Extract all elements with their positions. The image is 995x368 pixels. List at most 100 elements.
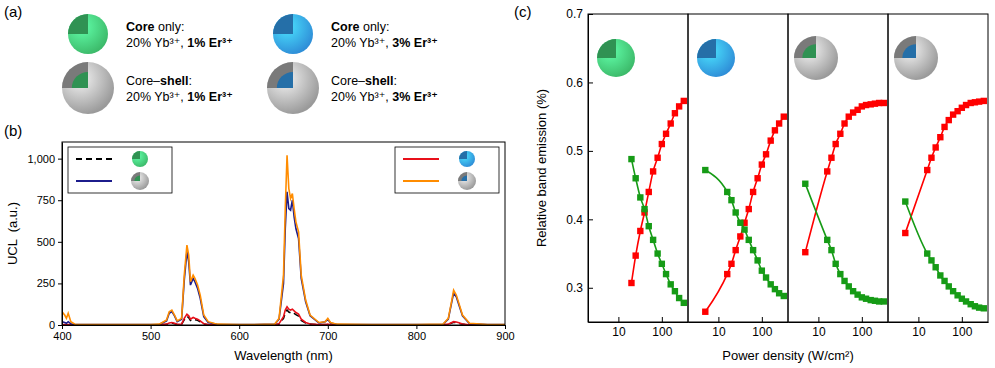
data-point xyxy=(946,117,952,123)
tick-label: 100 xyxy=(952,325,972,339)
data-point xyxy=(754,175,760,181)
tick-mark xyxy=(328,325,329,329)
tick-label: 10 xyxy=(912,325,926,339)
plot-frame xyxy=(688,14,788,322)
data-point xyxy=(632,252,638,258)
core-cut xyxy=(277,72,293,88)
text-run: 20% Yb³⁺, xyxy=(126,36,187,50)
tick-mark xyxy=(151,325,152,329)
axis-line xyxy=(689,322,789,323)
series-line xyxy=(705,117,783,312)
core-cut xyxy=(68,14,88,34)
shell xyxy=(894,36,938,80)
tick: 700 xyxy=(319,325,337,342)
data-point xyxy=(702,167,708,173)
core xyxy=(68,14,108,54)
data-point xyxy=(724,189,730,195)
legend-entry xyxy=(76,172,149,190)
data-point xyxy=(881,298,887,304)
shell-cut xyxy=(894,36,916,58)
tick: 0.4 xyxy=(566,213,593,227)
tick-mark xyxy=(618,317,619,322)
data-point xyxy=(637,194,643,200)
tick-label: 0.6 xyxy=(566,76,583,90)
data-point xyxy=(659,141,665,147)
data-point xyxy=(759,161,765,167)
tick-label: 0.3 xyxy=(566,281,583,295)
x-axis: 10 100 xyxy=(789,317,889,339)
tick: 600 xyxy=(231,325,249,342)
data-point xyxy=(628,280,634,286)
data-point xyxy=(824,168,830,174)
series-line xyxy=(905,202,983,309)
tick-label: 100 xyxy=(652,325,672,339)
tick-label: 250 xyxy=(37,277,55,289)
particle-icon xyxy=(273,14,313,54)
data-point xyxy=(924,167,930,173)
tick-mark xyxy=(62,325,63,329)
tick-mark xyxy=(918,317,919,322)
data-point xyxy=(981,305,987,311)
data-point xyxy=(728,261,734,267)
tick-mark xyxy=(662,317,663,322)
legend-line xyxy=(403,158,439,160)
diagram-label: Core–shell: xyxy=(331,74,397,88)
tick: 100 xyxy=(752,317,772,339)
tick-label: 500 xyxy=(37,236,55,248)
tick-mark xyxy=(58,325,62,326)
data-point xyxy=(924,250,930,256)
shell xyxy=(131,172,149,190)
data-point xyxy=(781,113,787,119)
data-point xyxy=(702,309,708,315)
text-run: 1% Er³⁺ xyxy=(187,90,233,104)
plot-area xyxy=(802,100,887,305)
tick-label: 500 xyxy=(142,330,160,342)
tick-label: 0.5 xyxy=(566,144,583,158)
core-cut xyxy=(697,39,716,58)
tick: 100 xyxy=(952,317,972,339)
data-point xyxy=(750,189,756,195)
tick-mark xyxy=(588,288,593,289)
shell xyxy=(458,172,476,190)
axis-line xyxy=(63,325,506,326)
tick: 10 xyxy=(812,317,826,339)
data-point xyxy=(832,141,838,147)
data-point xyxy=(937,134,943,140)
series-line xyxy=(905,101,983,233)
particle-icon xyxy=(131,172,149,190)
tick: 800 xyxy=(408,325,426,342)
data-point xyxy=(837,271,843,277)
core-cut xyxy=(902,44,916,58)
tick: 0.5 xyxy=(566,144,593,158)
data-point xyxy=(828,247,834,253)
tick-mark xyxy=(588,82,593,83)
tick: 500 xyxy=(142,325,160,342)
text-run: Core xyxy=(126,20,155,34)
tick-mark xyxy=(58,242,62,243)
tick: 100 xyxy=(852,317,872,339)
tick-label: 900 xyxy=(496,330,514,342)
shell xyxy=(62,62,114,114)
data-point xyxy=(654,250,660,256)
data-point xyxy=(824,237,830,243)
core xyxy=(132,151,148,167)
shell-cut xyxy=(794,36,816,58)
tick-mark xyxy=(818,317,819,322)
particle-icon xyxy=(459,151,475,167)
data-point xyxy=(746,206,752,212)
data-point xyxy=(776,120,782,126)
tick: 0.3 xyxy=(566,281,593,295)
particle-icon xyxy=(62,62,114,114)
text-run: shell xyxy=(365,74,394,88)
data-point xyxy=(759,267,765,273)
data-point xyxy=(750,247,756,253)
diagram-label: Core only: xyxy=(331,20,389,34)
text-run: 3% Er³⁺ xyxy=(392,36,438,50)
data-point xyxy=(837,131,843,137)
data-point xyxy=(841,278,847,284)
tick: 250 xyxy=(37,277,62,289)
plot-area xyxy=(702,113,787,314)
text-run: Core– xyxy=(331,74,365,88)
legend xyxy=(68,147,499,193)
tick: 0.6 xyxy=(566,76,593,90)
